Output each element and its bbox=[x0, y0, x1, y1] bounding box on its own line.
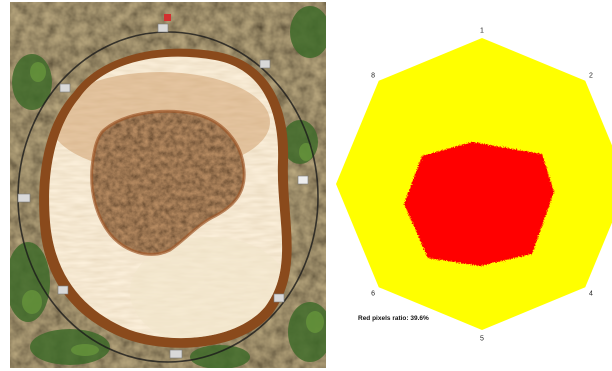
sensor-label-2: 2 bbox=[589, 73, 593, 80]
sensor-marker bbox=[297, 175, 309, 185]
sensor-label-1: 1 bbox=[480, 28, 484, 35]
sensor-marker bbox=[17, 193, 31, 203]
sensor-label-6: 6 bbox=[371, 290, 375, 297]
foliage-highlights bbox=[22, 62, 324, 356]
sensor-marker bbox=[59, 83, 71, 93]
sensor-marker bbox=[259, 59, 271, 69]
tomogram-decay-region bbox=[404, 142, 554, 266]
stump-photo bbox=[10, 2, 326, 368]
sensor-label-4: 4 bbox=[589, 290, 593, 297]
tomogram: 12345678 Red pixels ratio: 39.6% bbox=[330, 28, 612, 343]
sensor-marker bbox=[273, 293, 285, 303]
sensor-marker bbox=[57, 285, 69, 295]
stump-sapwood-light bbox=[130, 237, 283, 339]
sensor-label-5: 5 bbox=[480, 336, 484, 343]
red-pixels-ratio: Red pixels ratio: 39.6% bbox=[358, 315, 429, 322]
sensor-marker bbox=[169, 349, 183, 359]
decay-edge bbox=[90, 109, 246, 256]
sensor-label-8: 8 bbox=[371, 73, 375, 80]
sensor-marker bbox=[157, 14, 171, 33]
sensors bbox=[17, 14, 309, 359]
